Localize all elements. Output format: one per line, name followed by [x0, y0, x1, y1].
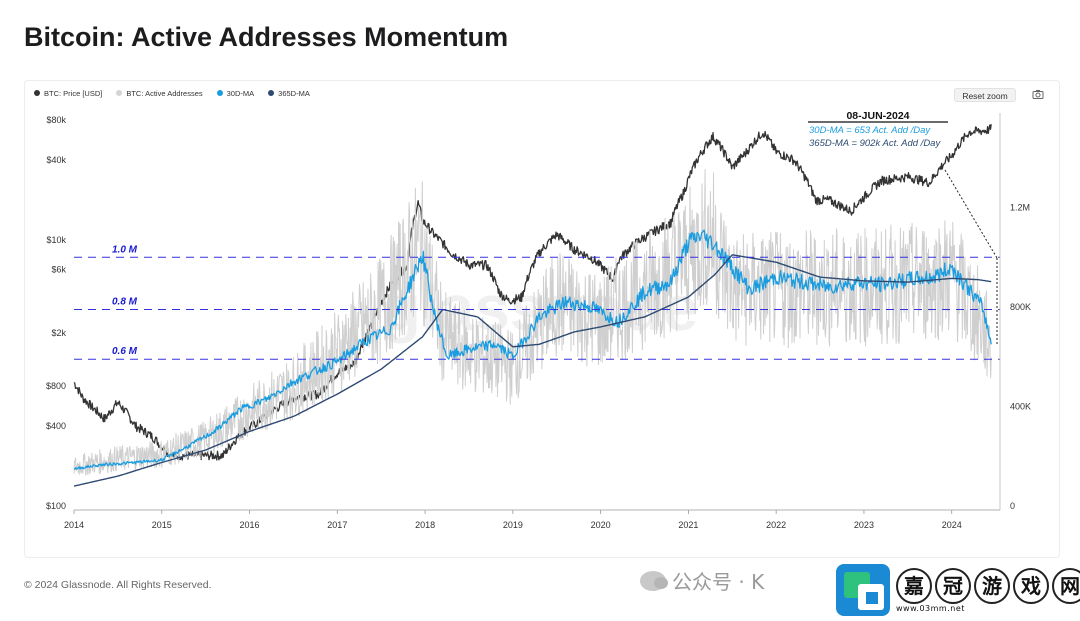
x-tick-label: 2019 [503, 520, 523, 530]
legend-dot-icon [34, 90, 40, 96]
logo-char: 网 [1052, 568, 1080, 604]
y-right-tick-label: 800K [1010, 302, 1031, 312]
chart-axes: 2014 2015 2016 2017 2018 2019 2020 2021 2022 2023… [46, 113, 1031, 530]
source-watermark: 公众号 · K [640, 566, 764, 595]
legend-dot-icon [268, 90, 275, 96]
annotation-date: 08-JUN-2024 [846, 110, 909, 122]
site-logo: 嘉 冠 游 戏 网 www.03mm.net [836, 560, 1080, 618]
y-right-tick-label: 0 [1010, 501, 1015, 511]
camera-icon[interactable] [1028, 88, 1048, 102]
logo-char: 冠 [935, 568, 971, 604]
legend-dot-icon [216, 90, 223, 96]
x-tick-label: 2020 [591, 520, 611, 530]
x-tick-label: 2014 [64, 520, 84, 530]
x-tick-label: 2023 [854, 520, 874, 530]
reference-line-label: 0.6 M [112, 346, 138, 357]
logo-char: 嘉 [896, 568, 932, 604]
logo-char: 戏 [1013, 568, 1049, 604]
legend-item-price[interactable]: BTC: Price [USD] [34, 89, 102, 98]
y-left-tick-label: $400 [46, 421, 66, 431]
reset-zoom-button[interactable]: Reset zoom [954, 88, 1016, 102]
legend-dot-icon [116, 90, 123, 96]
chart-series [73, 124, 992, 487]
reference-line-label: 0.8 M [112, 296, 138, 307]
site-logo-icon [836, 564, 890, 616]
copyright-footer: © 2024 Glassnode. All Rights Reserved. [24, 579, 212, 591]
y-right-tick-label: 400K [1010, 402, 1031, 412]
legend-label: BTC: Active Addresses [126, 88, 203, 98]
x-tick-label: 2018 [415, 520, 435, 530]
series-btc-price-usd [73, 124, 992, 461]
site-logo-url: www.03mm.net [896, 604, 965, 613]
x-tick-label: 2024 [942, 520, 962, 530]
y-left-tick-label: $80k [46, 115, 66, 125]
y-left-tick-label: $800 [46, 381, 66, 391]
annotation-pointer [944, 169, 998, 259]
reference-lines: 1.0 M 0.8 M 0.6 M [74, 244, 1000, 360]
legend-item-active-addresses[interactable]: BTC: Active Addresses [116, 88, 203, 98]
series-30d-ma [73, 229, 992, 470]
x-tick-label: 2017 [327, 520, 347, 530]
y-left-tick-label: $100 [46, 501, 66, 511]
legend-item-365d-ma[interactable]: 365D-MA [268, 89, 310, 98]
x-tick-label: 2016 [240, 520, 260, 530]
legend-label: 365D-MA [278, 88, 310, 98]
legend-label: BTC: Price [USD] [44, 88, 103, 98]
reference-line-label: 1.0 M [112, 244, 138, 255]
x-tick-label: 2021 [678, 520, 698, 530]
annotation-365d: 365D-MA = 902k Act. Add /Day [809, 138, 941, 149]
site-logo-text: 嘉 冠 游 戏 网 [896, 568, 1080, 604]
y-left-tick-label: $2k [51, 328, 66, 338]
y-left-tick-label: $40k [46, 155, 66, 165]
y-right-tick-label: 1.2M [1010, 203, 1030, 213]
source-watermark-text: 公众号 · K [672, 570, 765, 594]
annotation-group: 08-JUN-2024 30D-MA = 653 Act. Add /Day 365… [808, 110, 998, 345]
chart-legend: BTC: Price [USD] BTC: Active Addresses 3… [34, 86, 310, 100]
legend-label: 30D-MA [226, 88, 255, 98]
legend-item-30d-ma[interactable]: 30D-MA [216, 88, 255, 98]
page-title: Bitcoin: Active Addresses Momentum [24, 22, 509, 52]
y-left-tick-label: $10k [46, 235, 66, 245]
x-tick-label: 2022 [766, 520, 786, 530]
wechat-icon [640, 570, 668, 591]
y-left-tick-label: $6k [51, 265, 66, 275]
series-365d-ma [73, 254, 992, 487]
series-btc-active-addresses [73, 168, 992, 476]
annotation-30d: 30D-MA = 653 Act. Add /Day [809, 125, 931, 136]
x-tick-label: 2015 [152, 520, 172, 530]
logo-char: 游 [974, 568, 1010, 604]
